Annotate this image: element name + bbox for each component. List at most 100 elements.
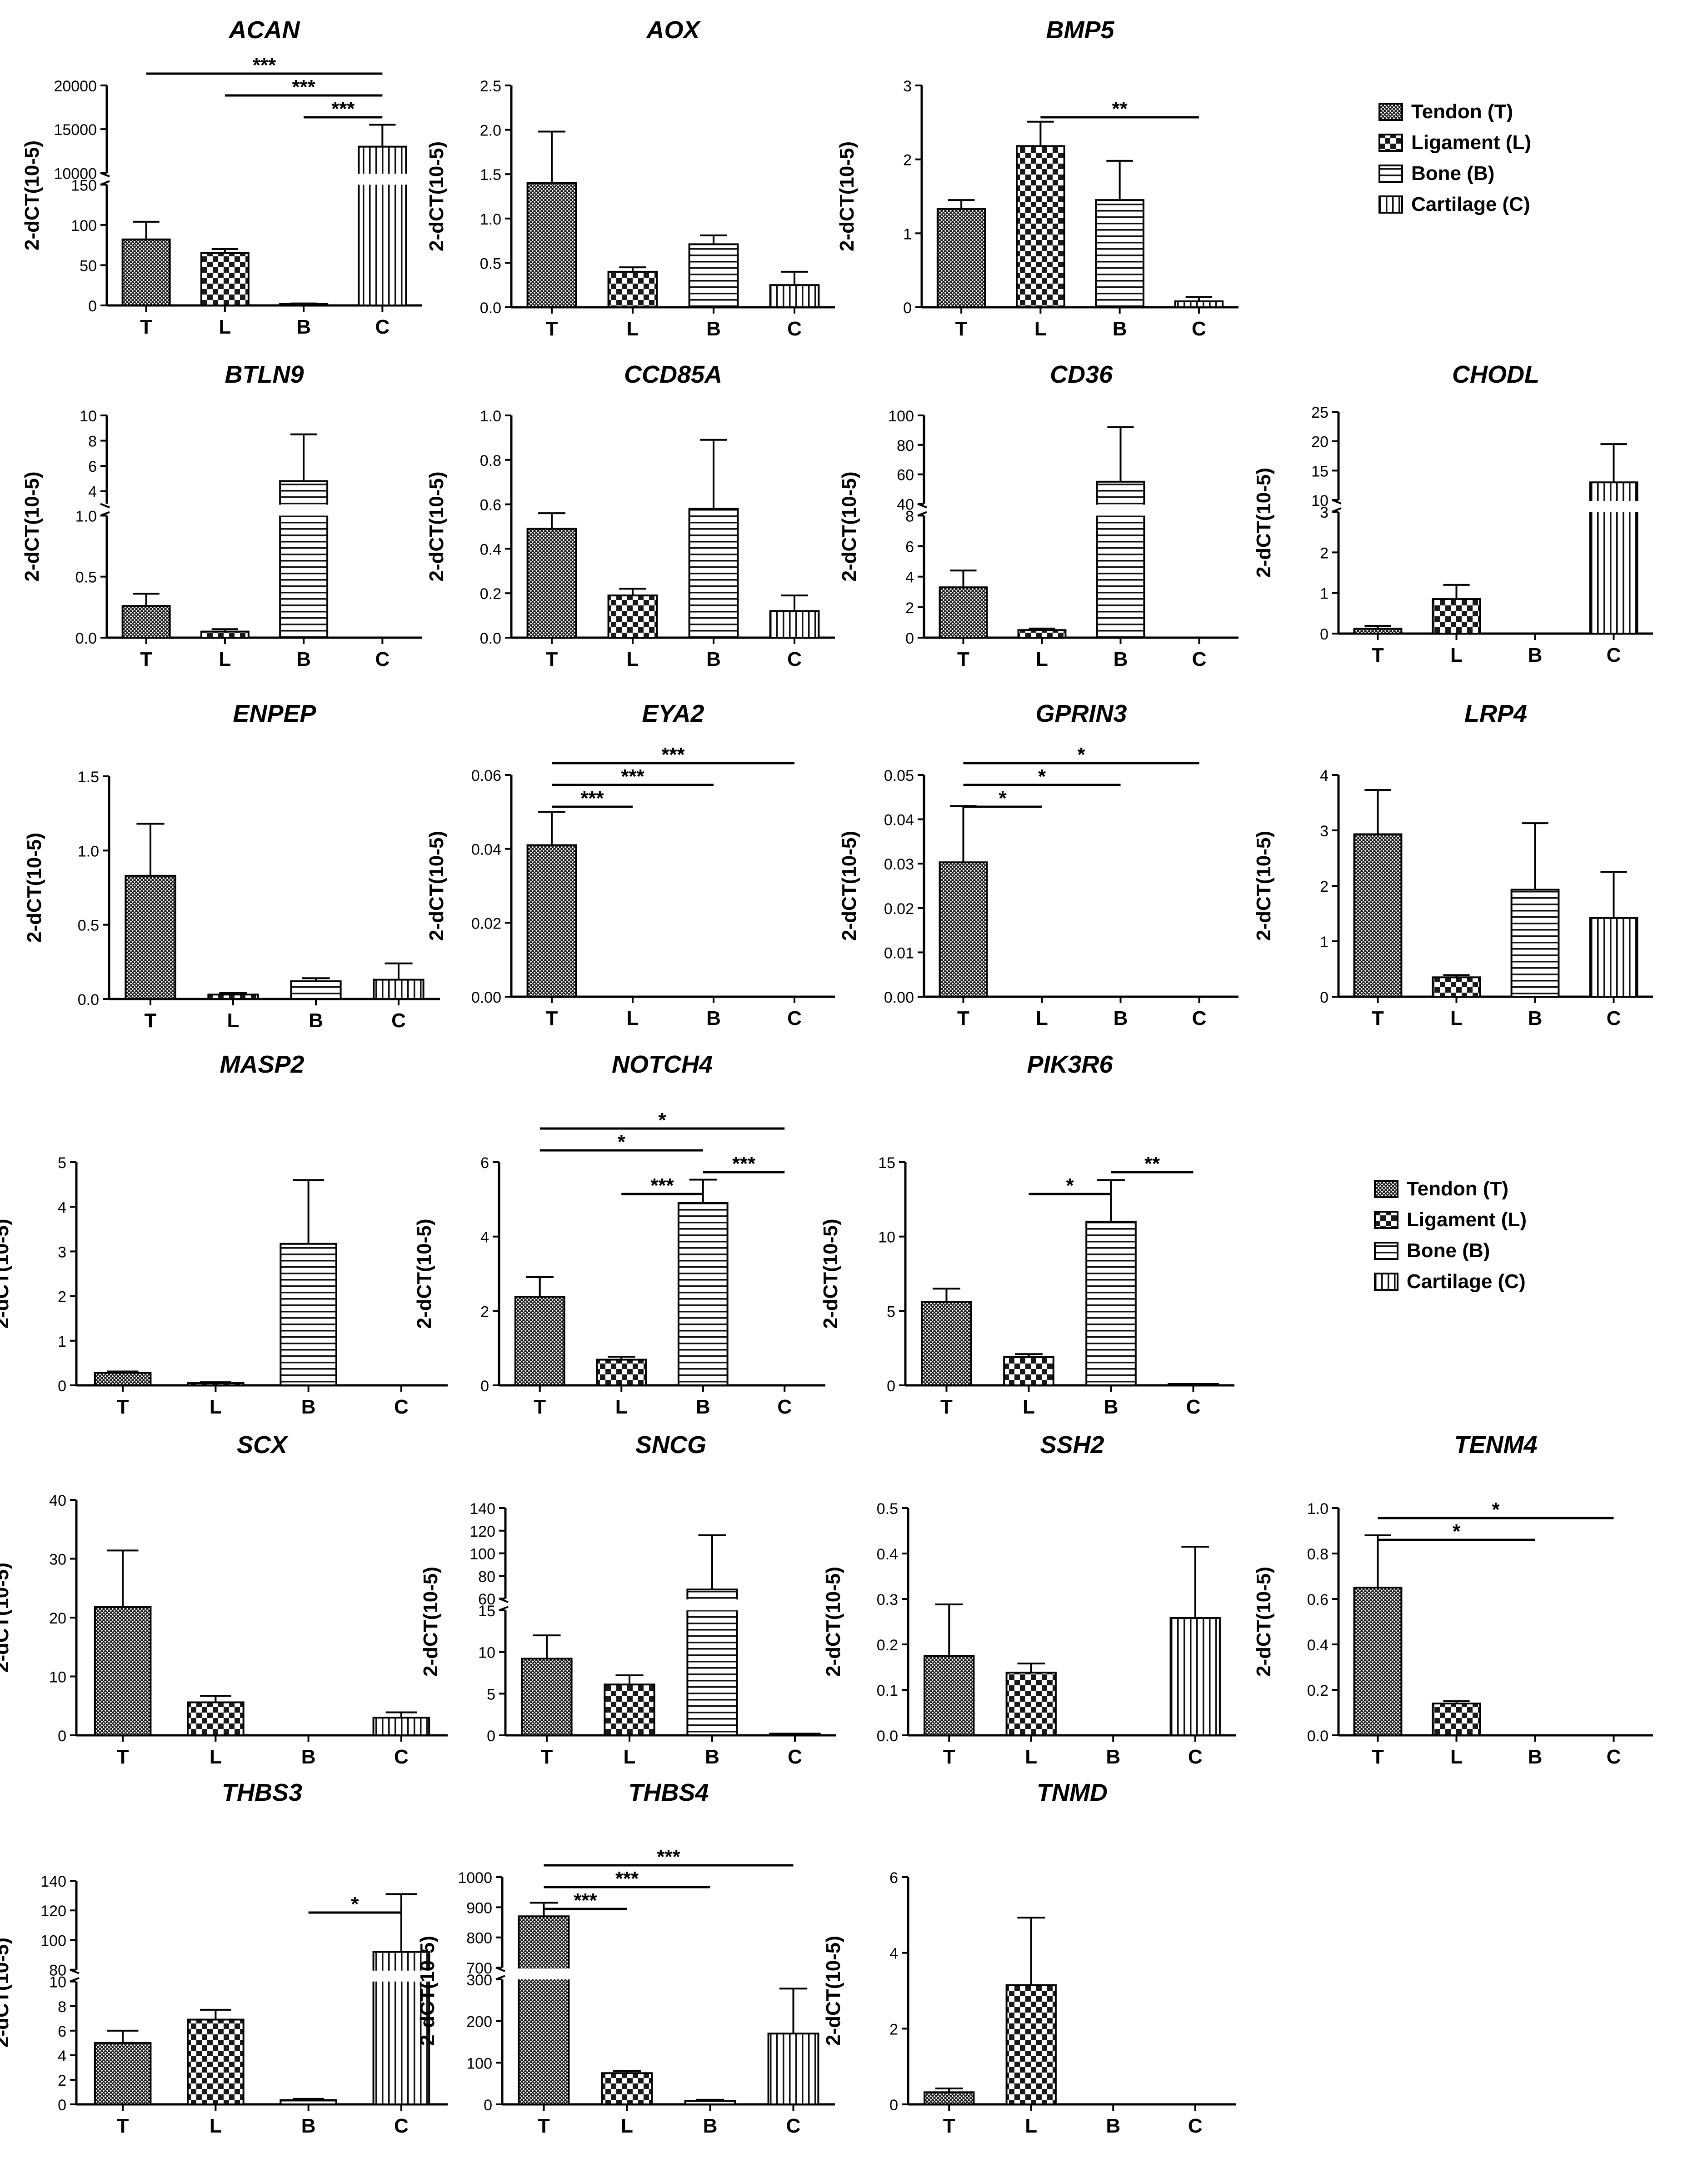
bar-tendon — [526, 182, 577, 308]
y-tick-label: 0.6 — [1307, 1591, 1328, 1609]
bar-tendon — [1353, 628, 1403, 635]
legend-label-bone: Bone (B) — [1407, 1239, 1490, 1262]
bar-cartilage — [358, 145, 407, 306]
bar-tendon — [939, 861, 988, 998]
bar-bone — [688, 243, 739, 309]
y-tick-label: 0 — [903, 300, 912, 317]
legend-swatch-bone — [1378, 165, 1403, 183]
y-tick-label: 100 — [888, 408, 914, 425]
y-tick-label: 0 — [905, 630, 914, 647]
legend-swatch-cartilage — [1378, 195, 1403, 214]
y-tick-label: 0.0 — [1307, 1728, 1328, 1745]
x-tick-label: C — [1192, 1007, 1207, 1029]
x-tick-label: T — [546, 648, 558, 670]
chart-title: ACAN — [228, 16, 300, 44]
y-tick-label: 2 — [1320, 878, 1328, 895]
y-tick-label: 0 — [58, 1728, 66, 1745]
significance-label: *** — [292, 76, 315, 98]
y-tick-label: 1.5 — [78, 769, 99, 786]
x-tick-label: B — [1528, 644, 1543, 666]
legend-label-cartilage: Cartilage (C) — [1407, 1270, 1526, 1293]
y-tick-label: 0.5 — [75, 569, 97, 586]
bar-ligament — [187, 1701, 245, 1736]
significance-label: * — [999, 787, 1007, 809]
chart-title: BMP5 — [1046, 16, 1114, 44]
y-axis-label: 2-dCT(10-5) — [838, 831, 860, 941]
x-tick-label: B — [1104, 1396, 1119, 1418]
y-tick-label: 15 — [878, 1154, 895, 1172]
bar-ligament — [1432, 1703, 1481, 1736]
x-tick-label: B — [1106, 2115, 1120, 2137]
bar-tendon — [924, 2091, 975, 2106]
chart-title: CD36 — [1050, 361, 1113, 388]
y-tick-label: 10 — [478, 1644, 495, 1662]
legend-label-bone: Bone (B) — [1411, 162, 1494, 185]
x-tick-label: T — [534, 1396, 546, 1418]
y-tick-label: 8 — [58, 1998, 66, 2016]
x-tick-label: B — [296, 648, 311, 670]
x-tick-label: C — [786, 2115, 801, 2137]
y-tick-label: 4 — [480, 1229, 489, 1246]
significance-label: *** — [661, 744, 685, 766]
legend-swatch-tendon — [1378, 103, 1403, 121]
bar-ligament — [1016, 145, 1065, 308]
y-axis-label: 2-dCT(10-5) — [822, 1936, 844, 2046]
y-tick-label: 6 — [88, 458, 97, 475]
legend-item-ligament: Ligament (L) — [1374, 1209, 1527, 1231]
x-tick-label: C — [1607, 1007, 1621, 1029]
y-tick-label: 2 — [905, 599, 914, 617]
chart-tnmd: TNMD 2-dCT(10-5) 0 2 4 6 T L B C — [822, 1779, 1236, 2137]
x-tick-label: L — [1034, 318, 1047, 340]
x-tick-label: B — [696, 1396, 710, 1418]
bar-cartilage — [769, 284, 820, 309]
significance-label: ** — [1144, 1153, 1160, 1175]
bar-bone — [290, 980, 342, 1000]
x-tick-label: T — [957, 1007, 969, 1029]
y-tick-label: 0.5 — [877, 1500, 898, 1518]
y-tick-label: 2 — [58, 1289, 66, 1306]
y-tick-label: 2 — [889, 2021, 898, 2038]
x-tick-label: T — [1372, 644, 1384, 666]
bar-tendon — [518, 1915, 570, 2106]
bar-axis-break — [1588, 501, 1639, 512]
bar-tendon — [936, 208, 986, 308]
x-tick-label: B — [703, 2115, 718, 2137]
legend-label-tendon: Tendon (T) — [1411, 100, 1513, 123]
y-tick-label: 0.00 — [884, 989, 914, 1006]
bar-ligament — [1017, 629, 1067, 639]
chart-enpep: ENPEP 2-dCT(10-5) 0.0 0.5 1.0 1.5 T L B C — [23, 700, 440, 1032]
axis-break-mark — [1332, 499, 1342, 505]
y-tick-label: 2 — [58, 2072, 66, 2089]
y-tick-label: 15000 — [54, 121, 97, 139]
y-axis-label: 2-dCT(10-5) — [1253, 831, 1275, 941]
y-tick-label: 0.00 — [471, 989, 501, 1006]
legend-label-ligament: Ligament (L) — [1407, 1209, 1527, 1231]
x-tick-label: C — [1188, 2115, 1203, 2137]
significance-label: ** — [1112, 98, 1128, 120]
bar-tendon — [121, 238, 171, 306]
x-tick-label: T — [117, 1396, 129, 1418]
chart-title: THBS4 — [628, 1779, 709, 1806]
chart-title: BTLN9 — [225, 361, 304, 388]
significance-label: *** — [650, 1174, 674, 1197]
y-tick-label: 4 — [1320, 767, 1328, 784]
bar-tendon — [924, 1655, 975, 1736]
chart-chodl: CHODL 2-dCT(10-5) 0 1 2 310 15 20 25 T L B C — [1253, 361, 1653, 666]
chart-title: CHODL — [1452, 361, 1539, 388]
y-tick-label: 5 — [887, 1303, 895, 1320]
x-tick-label: C — [1192, 318, 1206, 340]
y-tick-label: 0.5 — [480, 255, 501, 272]
y-tick-label: 0.6 — [480, 497, 501, 514]
x-tick-label: B — [705, 1746, 719, 1768]
y-tick-label: 150 — [71, 177, 97, 194]
x-tick-label: B — [706, 318, 721, 340]
y-tick-label: 15 — [1311, 463, 1328, 480]
bar-tendon — [521, 1658, 573, 1736]
axis-break-mark — [499, 1606, 509, 1611]
y-axis-label: 2-dCT(10-5) — [838, 471, 860, 581]
chart-title: SCX — [237, 1431, 289, 1459]
bar-tendon — [939, 586, 988, 639]
chart-eya2: EYA2 2-dCT(10-5) 0.00 0.02 0.04 0.06 T L B C *** **… — [425, 700, 835, 1029]
